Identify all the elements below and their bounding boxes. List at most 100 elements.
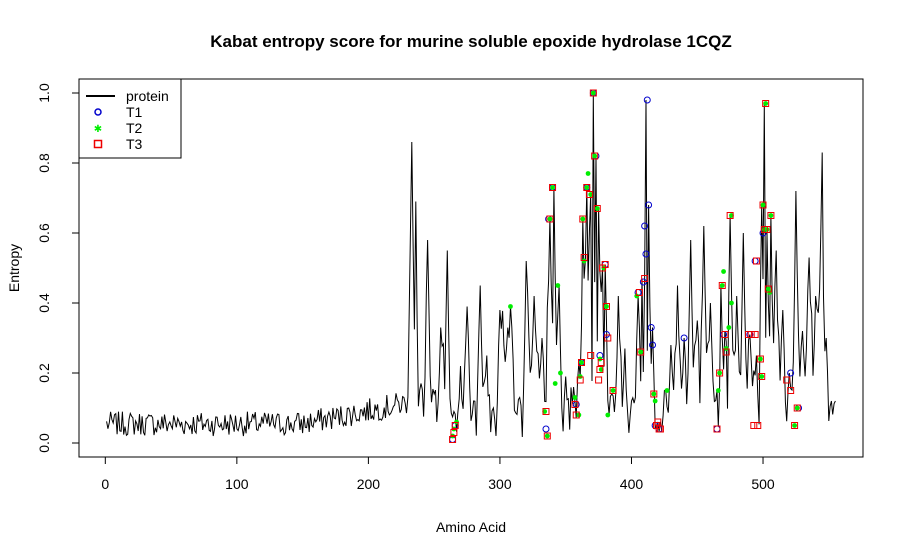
data-point-t3 xyxy=(650,390,658,398)
data-point-t1 xyxy=(645,201,653,209)
x-tick-label: 200 xyxy=(357,476,381,492)
data-point-t3 xyxy=(783,376,791,384)
data-point-t1 xyxy=(642,250,650,258)
data-point-t1 xyxy=(641,222,649,230)
data-point-t1 xyxy=(713,425,721,433)
data-point-t3 xyxy=(718,282,726,289)
data-point-t3 xyxy=(791,422,799,429)
data-point-t3 xyxy=(451,422,459,429)
data-point-t3 xyxy=(450,429,458,436)
legend-swatch-t2: ✱ xyxy=(94,124,102,135)
y-tick-label: 0.4 xyxy=(36,293,52,313)
data-point-t3 xyxy=(726,212,734,219)
data-point-t3 xyxy=(587,352,595,359)
data-point-t2 xyxy=(579,360,584,365)
data-point-t2 xyxy=(572,395,578,400)
data-point-t2 xyxy=(763,101,769,106)
data-point-t3 xyxy=(596,366,604,373)
series-points-t1 xyxy=(449,89,803,443)
data-point-t2 xyxy=(664,388,670,393)
data-point-t3 xyxy=(580,254,588,261)
legend-label-protein: protein xyxy=(126,88,169,104)
data-point-t3 xyxy=(764,285,772,293)
legend-swatch-t1 xyxy=(94,108,102,116)
y-axis: 0.0 0.2 0.4 0.6 0.8 1.0 xyxy=(36,83,80,453)
data-point-t2 xyxy=(604,304,609,309)
x-tick-label: 400 xyxy=(620,476,644,492)
data-point-t3 xyxy=(721,331,729,338)
data-point-t3 xyxy=(716,369,724,377)
data-point-t2 xyxy=(550,185,555,190)
data-point-t2 xyxy=(592,153,598,159)
data-point-t3 xyxy=(604,334,612,342)
data-point-t3 xyxy=(793,404,801,412)
data-point-t2 xyxy=(585,171,591,176)
data-point-t3 xyxy=(609,387,617,394)
data-point-t1 xyxy=(680,334,688,342)
series-line-protein xyxy=(106,92,836,438)
legend-label-t3: T3 xyxy=(126,136,143,152)
x-tick-label: 300 xyxy=(488,476,512,492)
data-point-t3 xyxy=(449,436,457,443)
series-points-t3 xyxy=(449,89,801,443)
x-axis: 0 100 200 300 400 500 xyxy=(101,456,775,492)
data-point-t3 xyxy=(752,257,760,265)
data-point-t2 xyxy=(558,370,563,376)
data-point-t3 xyxy=(763,226,771,233)
data-point-t2 xyxy=(794,405,800,411)
data-point-t2 xyxy=(638,349,644,355)
data-point-t3 xyxy=(713,425,721,433)
data-point-t3 xyxy=(758,373,766,380)
legend-label-t1: T1 xyxy=(126,104,143,120)
data-point-t1 xyxy=(647,324,655,331)
data-point-t1 xyxy=(643,96,651,104)
data-point-t2 xyxy=(726,325,732,330)
data-point-t2 xyxy=(717,370,723,376)
data-point-t2 xyxy=(729,300,734,306)
data-point-t3 xyxy=(576,376,584,384)
data-point-t1 xyxy=(542,425,550,433)
data-point-t2 xyxy=(715,388,721,393)
data-point-t3 xyxy=(756,355,764,363)
data-point-t3 xyxy=(754,422,762,429)
data-point-t3 xyxy=(787,387,795,394)
data-point-t3 xyxy=(571,401,579,408)
data-point-t2 xyxy=(768,213,774,218)
data-point-t2 xyxy=(580,216,586,222)
data-point-t3 xyxy=(591,152,599,160)
y-tick-label: 0.6 xyxy=(36,223,52,243)
data-point-t2 xyxy=(584,185,590,190)
data-point-t2 xyxy=(652,398,658,404)
data-point-t3 xyxy=(583,184,591,191)
data-point-t3 xyxy=(641,275,649,282)
data-point-t2 xyxy=(605,412,611,418)
data-point-t2 xyxy=(651,391,657,397)
data-point-t3 xyxy=(722,348,730,356)
x-tick-label: 500 xyxy=(751,476,775,492)
data-point-t2 xyxy=(759,374,765,379)
y-axis-label: Entropy xyxy=(6,244,22,292)
data-point-t3 xyxy=(656,425,664,433)
data-point-t3 xyxy=(759,201,767,209)
data-point-t3 xyxy=(601,261,609,268)
x-axis-label: Amino Acid xyxy=(436,519,506,535)
legend-swatch-t3 xyxy=(93,139,103,149)
data-point-t3 xyxy=(546,215,554,223)
data-point-t2 xyxy=(544,433,550,439)
data-point-t3 xyxy=(767,212,775,219)
data-point-t3 xyxy=(593,205,601,212)
data-point-t3 xyxy=(635,289,643,296)
data-point-t3 xyxy=(751,331,759,338)
data-point-t2 xyxy=(792,423,797,428)
data-point-t3 xyxy=(577,359,585,366)
data-point-t2 xyxy=(552,381,558,386)
data-point-t3 xyxy=(595,376,603,384)
data-point-t3 xyxy=(637,348,645,356)
x-tick-label: 0 xyxy=(101,476,109,492)
data-point-t3 xyxy=(602,303,610,310)
data-point-t3 xyxy=(572,411,580,419)
x-tick-label: 100 xyxy=(225,476,249,492)
data-point-t3 xyxy=(747,331,755,338)
data-point-t3 xyxy=(654,418,662,426)
data-point-t2 xyxy=(590,90,596,96)
